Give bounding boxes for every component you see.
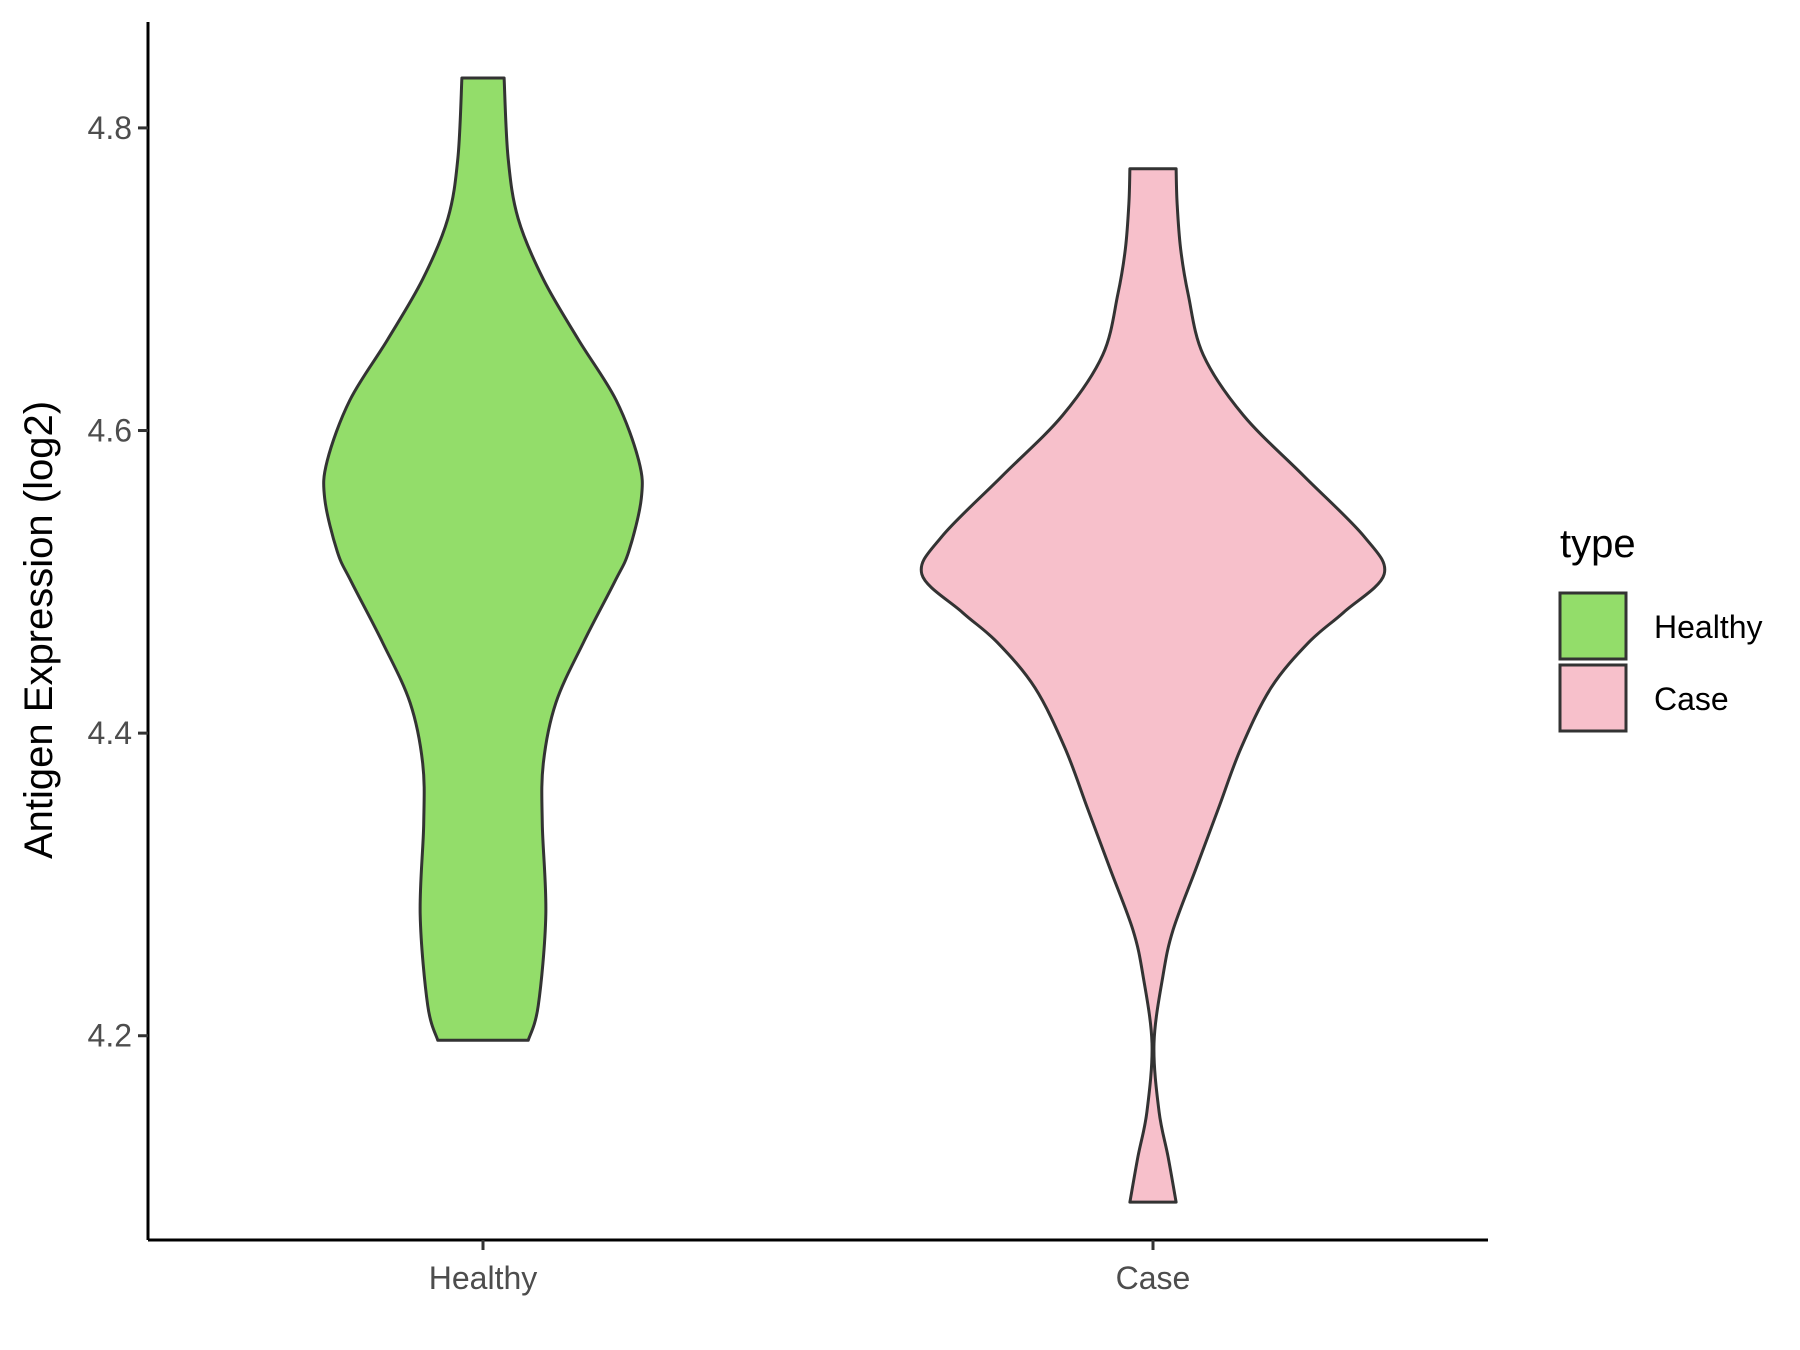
- violin-healthy: [322, 76, 644, 1042]
- y-tick-label: 4.6: [88, 413, 132, 449]
- violin-case: [919, 167, 1387, 1204]
- y-tick-label: 4.4: [88, 715, 132, 751]
- x-tick-label: Healthy: [429, 1260, 538, 1296]
- legend-key-healthy: [1558, 591, 1628, 661]
- axes: 4.2 4.4 4.6 4.8 Healthy Case: [88, 22, 1488, 1296]
- plot-area: [322, 76, 1387, 1204]
- y-axis-title: Antigen Expression (log2): [17, 401, 61, 859]
- x-tick-label: Case: [1116, 1260, 1191, 1296]
- legend-label-healthy: Healthy: [1654, 609, 1763, 645]
- legend-key-case: [1558, 663, 1628, 733]
- y-tick-label: 4.8: [88, 110, 132, 146]
- legend: type Healthy Case: [1558, 522, 1763, 733]
- legend-label-case: Case: [1654, 681, 1729, 717]
- y-tick-label: 4.2: [88, 1018, 132, 1054]
- legend-title: type: [1560, 522, 1636, 566]
